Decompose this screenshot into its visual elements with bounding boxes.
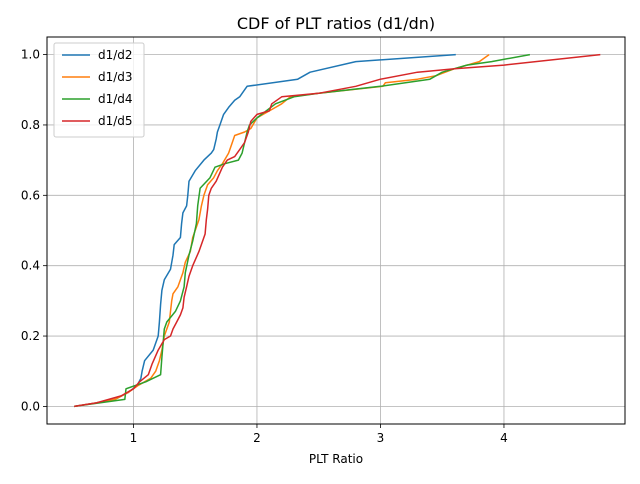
plot-frame <box>46 36 626 425</box>
legend-box <box>53 42 145 138</box>
chart-title: CDF of PLT ratios (d1/dn) <box>237 14 435 33</box>
legend-label-4: d1/d5 <box>98 114 133 128</box>
x-tick-label: 4 <box>500 431 508 445</box>
series-line-4 <box>74 53 601 408</box>
legend-label-1: d1/d2 <box>98 48 133 62</box>
series-line-1 <box>74 53 456 408</box>
y-tick-label: 0.2 <box>21 329 40 343</box>
x-tick-label: 3 <box>377 431 385 445</box>
axis-ticks: 1 2 3 4 0.0 0.2 0.4 0.6 0.8 1.0 <box>21 48 508 445</box>
series-line-3 <box>74 53 531 408</box>
series-lines <box>74 53 601 408</box>
y-tick-label: 0.6 <box>21 188 40 202</box>
y-tick-label: 0.4 <box>21 259 40 273</box>
x-axis-label: PLT Ratio <box>309 452 363 466</box>
legend-label-2: d1/d3 <box>98 70 133 84</box>
legend: d1/d2 d1/d3 d1/d4 d1/d5 <box>53 42 145 138</box>
legend-label-3: d1/d4 <box>98 92 133 106</box>
x-tick-label: 2 <box>253 431 261 445</box>
y-tick-label: 0.0 <box>21 399 40 413</box>
y-tick-label: 0.8 <box>21 118 40 132</box>
x-tick-label: 1 <box>130 431 138 445</box>
y-tick-label: 1.0 <box>21 48 40 62</box>
